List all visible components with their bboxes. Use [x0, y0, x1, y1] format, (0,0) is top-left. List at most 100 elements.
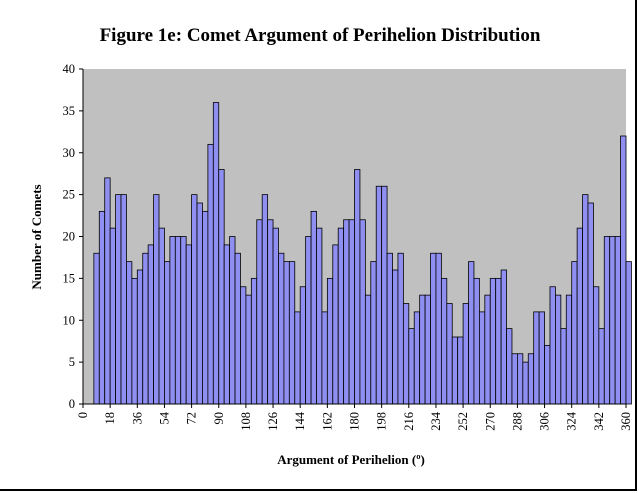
x-tick-label: 108: [239, 412, 253, 431]
bar: [598, 328, 605, 405]
bar: [185, 244, 192, 405]
bar: [191, 194, 198, 405]
bar: [413, 311, 421, 405]
x-tick-label: 162: [320, 412, 334, 431]
bar: [620, 135, 627, 405]
x-tick-label: 342: [592, 412, 606, 431]
bar: [484, 294, 491, 405]
bar: [310, 210, 317, 405]
bar: [299, 286, 307, 405]
y-tick-label: 5: [69, 355, 75, 369]
bar: [408, 328, 415, 405]
bar: [457, 336, 464, 405]
bar: [126, 261, 133, 405]
y-axis-label: Number of Comets: [29, 184, 44, 289]
bar: [527, 353, 535, 405]
bar: [316, 227, 323, 405]
y-tick-label: 30: [63, 146, 76, 160]
bar: [256, 219, 263, 405]
bar: [164, 261, 171, 405]
bar: [549, 286, 556, 405]
bar: [419, 294, 426, 405]
bar: [593, 286, 600, 405]
bar: [245, 294, 252, 405]
bar: [343, 219, 350, 405]
x-tick-label: 72: [185, 412, 199, 425]
bar: [544, 344, 551, 405]
y-tick-label: 25: [63, 188, 76, 202]
bar: [240, 286, 247, 405]
bar: [153, 194, 160, 405]
bars: [93, 102, 632, 405]
bar: [131, 277, 138, 405]
bar: [522, 361, 529, 405]
bar: [305, 236, 312, 405]
bar: [609, 236, 616, 405]
bar: [337, 227, 345, 405]
bar: [364, 294, 372, 405]
x-tick-label: 0: [76, 412, 90, 418]
y-tick-labels: 0 5 10 15 20 25 30 35 40: [63, 62, 76, 411]
bar: [229, 236, 236, 405]
bar: [283, 261, 290, 405]
x-tick-labels: 0 18 36 54 72 90 108 126 144 162 180 198 216 234 252 27…: [76, 411, 633, 431]
bar: [430, 252, 437, 405]
bar: [462, 303, 469, 405]
bar: [478, 311, 486, 405]
bar: [614, 236, 621, 405]
x-tick-label: 252: [456, 412, 470, 431]
bar: [348, 219, 355, 405]
bar: [115, 194, 122, 405]
bar: [142, 252, 149, 405]
bar: [571, 261, 578, 405]
bar: [359, 219, 366, 405]
y-tick-label: 35: [63, 104, 76, 118]
bar: [272, 227, 279, 405]
x-tick-label: 306: [538, 412, 552, 431]
bar: [370, 261, 377, 405]
bar: [587, 202, 594, 405]
bar: [506, 328, 513, 405]
bar: [250, 277, 258, 405]
bar: [381, 185, 388, 405]
bar: [278, 252, 285, 405]
bar: [321, 311, 328, 405]
x-tick-label: 270: [483, 412, 497, 431]
bar: [234, 252, 241, 405]
bar: [212, 102, 220, 405]
axes: [79, 68, 627, 408]
bar: [136, 269, 144, 405]
x-tick-label: 360: [619, 412, 633, 431]
bar: [180, 236, 187, 405]
bar: [354, 169, 361, 405]
bar: [473, 277, 480, 405]
x-tick-label: 18: [103, 412, 117, 425]
x-tick-label: 180: [348, 412, 362, 431]
bar: [603, 236, 611, 405]
y-tick-label: 0: [69, 397, 75, 411]
bar: [435, 252, 442, 405]
bar: [560, 328, 567, 405]
bar: [98, 210, 106, 405]
bar: [555, 294, 562, 405]
bar: [565, 294, 573, 405]
x-tick-label: 216: [402, 412, 416, 431]
bar: [158, 227, 165, 405]
y-tick-label: 20: [63, 230, 76, 244]
bar: [386, 252, 393, 405]
bar: [397, 252, 404, 405]
bar: [288, 261, 296, 405]
bar: [147, 244, 154, 405]
y-tick-label: 15: [63, 271, 76, 285]
x-tick-label: 198: [375, 412, 389, 431]
bar: [451, 336, 459, 405]
bar: [104, 177, 111, 405]
bar: [517, 353, 524, 405]
bar: [582, 194, 589, 405]
bar: [538, 311, 545, 405]
bar: [440, 277, 448, 405]
bar: [468, 261, 475, 405]
x-tick-label: 90: [212, 412, 226, 425]
